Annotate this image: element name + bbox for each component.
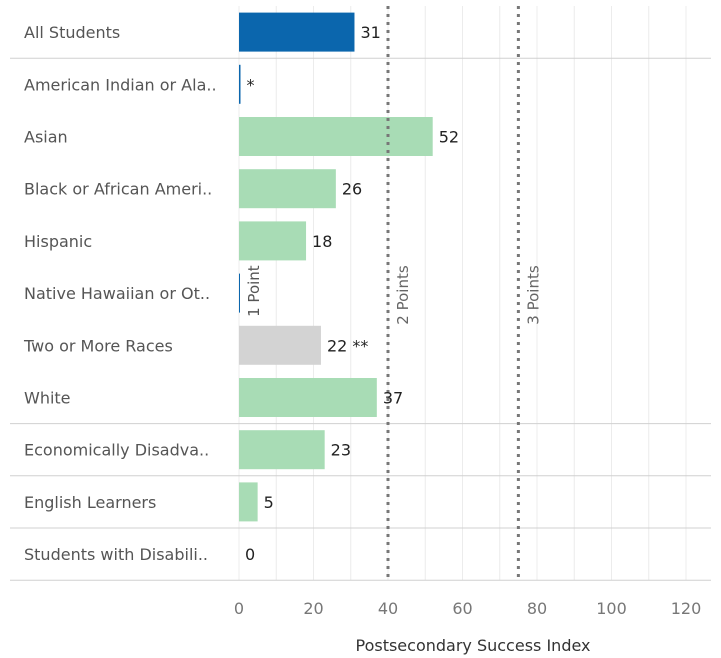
value-label: 37 bbox=[383, 389, 403, 408]
category-label: Hispanic bbox=[24, 232, 92, 251]
category-label: Economically Disadva.. bbox=[24, 441, 209, 460]
value-label: 22 ** bbox=[327, 336, 368, 355]
overlap-label: 1 Point bbox=[245, 265, 263, 317]
x-axis-title: Postsecondary Success Index bbox=[355, 636, 590, 655]
bar bbox=[239, 325, 321, 365]
category-label: All Students bbox=[24, 23, 120, 42]
bar bbox=[239, 169, 336, 209]
x-tick-label: 80 bbox=[527, 599, 547, 618]
category-label: Students with Disabili.. bbox=[24, 545, 208, 564]
bar bbox=[239, 482, 258, 522]
bar bbox=[239, 273, 241, 313]
x-tick-label: 0 bbox=[234, 599, 244, 618]
category-label: Asian bbox=[24, 128, 68, 147]
reference-lines: 2 Points 3 Points 1 Point bbox=[240, 6, 542, 580]
x-tick-label: 100 bbox=[596, 599, 627, 618]
value-label: 0 bbox=[245, 545, 255, 564]
value-label: 5 bbox=[264, 493, 274, 512]
grid-lines bbox=[10, 6, 711, 581]
overlap-label-bg bbox=[240, 261, 266, 326]
value-label: 23 bbox=[331, 441, 351, 460]
value-label: 31 bbox=[360, 23, 380, 42]
category-label: English Learners bbox=[24, 493, 156, 512]
category-label: Black or African Ameri.. bbox=[24, 180, 212, 199]
x-tick-label: 60 bbox=[452, 599, 472, 618]
value-label: 52 bbox=[439, 128, 459, 147]
category-label: American Indian or Ala.. bbox=[24, 75, 217, 94]
labels: All Students 31 American Indian or Ala.. * A… bbox=[23, 23, 701, 618]
x-tick-label: 40 bbox=[378, 599, 398, 618]
bar bbox=[239, 12, 355, 52]
value-label: 18 bbox=[312, 232, 332, 251]
reference-line-label: 3 Points bbox=[524, 265, 542, 325]
value-label: 26 bbox=[342, 180, 362, 199]
bar bbox=[239, 117, 433, 156]
category-label: Native Hawaiian or Ot.. bbox=[24, 284, 210, 303]
bar bbox=[239, 378, 377, 417]
x-tick-label: 120 bbox=[671, 599, 702, 618]
bar bbox=[239, 64, 241, 104]
value-label: * bbox=[247, 75, 255, 94]
bar bbox=[239, 221, 307, 261]
category-label: Two or More Races bbox=[23, 336, 173, 355]
bar bbox=[239, 430, 325, 470]
x-tick-label: 20 bbox=[303, 599, 323, 618]
category-label: White bbox=[24, 389, 71, 408]
bars bbox=[239, 12, 433, 522]
reference-line-label: 2 Points bbox=[394, 265, 412, 325]
